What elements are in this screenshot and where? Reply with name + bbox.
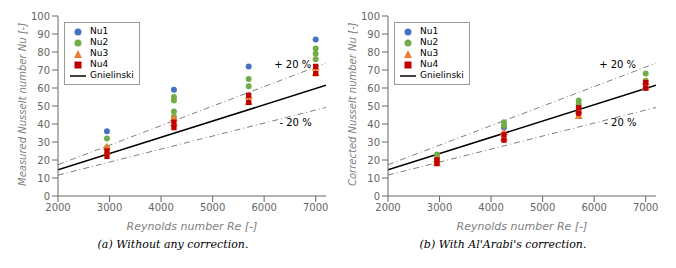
html-text:Nu4: Nu4 bbox=[90, 59, 109, 69]
svg-text:10: 10 bbox=[367, 173, 380, 184]
svg-text:100: 100 bbox=[31, 11, 50, 22]
svg-text:40: 40 bbox=[37, 119, 50, 130]
html-text:Gnielinski: Gnielinski bbox=[420, 70, 464, 80]
svg-text:0: 0 bbox=[44, 191, 50, 202]
svg-text:+ 20 %: + 20 % bbox=[274, 59, 311, 70]
html-text:Nu3: Nu3 bbox=[90, 48, 109, 58]
svg-text:20: 20 bbox=[367, 155, 380, 166]
svg-text:4000: 4000 bbox=[148, 202, 173, 213]
svg-text:+ 20 %: + 20 % bbox=[599, 59, 636, 70]
svg-text:30: 30 bbox=[367, 137, 380, 148]
svg-text:70: 70 bbox=[367, 65, 380, 76]
svg-text:70: 70 bbox=[37, 65, 50, 76]
svg-text:Measured Nusselt number Nu [-]: Measured Nusselt number Nu [-] bbox=[17, 23, 28, 186]
svg-text:7000: 7000 bbox=[633, 202, 658, 213]
svg-text:- 20 %: - 20 % bbox=[279, 117, 311, 128]
svg-text:50: 50 bbox=[37, 101, 50, 112]
svg-text:80: 80 bbox=[37, 47, 50, 58]
svg-text:100: 100 bbox=[361, 11, 380, 22]
svg-text:50: 50 bbox=[367, 101, 380, 112]
svg-text:- 20 %: - 20 % bbox=[604, 117, 636, 128]
html-text:Gnielinski: Gnielinski bbox=[90, 70, 134, 80]
svg-text:80: 80 bbox=[367, 47, 380, 58]
svg-text:Reynolds number Re [-]: Reynolds number Re [-] bbox=[127, 220, 258, 233]
svg-text:6000: 6000 bbox=[581, 202, 606, 213]
html-text:(a) Without any correction.: (a) Without any correction. bbox=[97, 238, 249, 251]
svg-text:40: 40 bbox=[367, 119, 380, 130]
svg-text:60: 60 bbox=[367, 83, 380, 94]
html-text:Nu1: Nu1 bbox=[90, 26, 109, 36]
svg-text:30: 30 bbox=[37, 137, 50, 148]
svg-text:Reynolds number Re [-]: Reynolds number Re [-] bbox=[457, 220, 588, 233]
html-text:Nu3: Nu3 bbox=[420, 48, 439, 58]
svg-text:2000: 2000 bbox=[45, 202, 70, 213]
html-text:Nu2: Nu2 bbox=[420, 37, 439, 47]
svg-text:4000: 4000 bbox=[478, 202, 503, 213]
svg-text:5000: 5000 bbox=[200, 202, 225, 213]
svg-text:60: 60 bbox=[37, 83, 50, 94]
svg-text:5000: 5000 bbox=[530, 202, 555, 213]
svg-text:6000: 6000 bbox=[251, 202, 276, 213]
svg-text:10: 10 bbox=[37, 173, 50, 184]
html-text:(b) With Al'Arabi's correction: (b) With Al'Arabi's correction. bbox=[419, 238, 587, 251]
svg-text:Corrected Nusselt number Nu [-: Corrected Nusselt number Nu [-] bbox=[347, 22, 358, 186]
svg-text:90: 90 bbox=[37, 29, 50, 40]
svg-text:2000: 2000 bbox=[375, 202, 400, 213]
svg-text:90: 90 bbox=[367, 29, 380, 40]
html-text:Nu2: Nu2 bbox=[90, 37, 109, 47]
svg-text:20: 20 bbox=[37, 155, 50, 166]
svg-text:3000: 3000 bbox=[97, 202, 122, 213]
html-text:Nu1: Nu1 bbox=[420, 26, 439, 36]
svg-text:3000: 3000 bbox=[427, 202, 452, 213]
html-text:Nu4: Nu4 bbox=[420, 59, 439, 69]
svg-text:0: 0 bbox=[374, 191, 380, 202]
svg-text:7000: 7000 bbox=[303, 202, 328, 213]
